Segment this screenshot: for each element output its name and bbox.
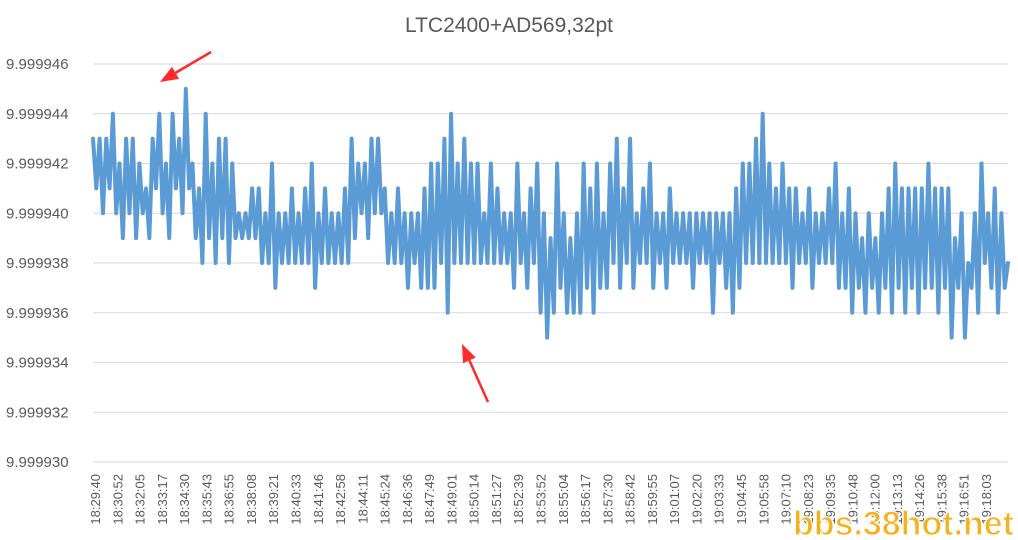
y-tick-label: 9.999938 [6,255,69,272]
x-tick-label: 18:41:46 [311,474,326,525]
y-tick-label: 9.999930 [6,454,69,471]
x-tick-label: 18:38:08 [244,474,259,525]
x-tick-label: 18:59:55 [645,474,660,525]
x-tick-label: 18:44:11 [355,474,370,524]
y-tick-label: 9.999942 [6,156,69,173]
x-tick-label: 19:18:03 [979,474,994,525]
x-tick-label: 18:33:17 [155,474,170,525]
x-tick-label: 18:49:01 [444,474,459,525]
y-tick-label: 9.999932 [6,404,69,421]
x-tick-label: 18:32:05 [133,474,148,525]
watermark: bbs.38hot.net [793,505,1014,540]
x-tick-label: 19:04:45 [734,474,749,525]
trough-arrow [462,344,490,403]
x-tick-label: 19:10:48 [845,474,860,525]
x-tick-label: 18:58:42 [623,474,638,525]
x-tick-label: 18:53:52 [534,474,549,525]
x-tick-label: 18:42:58 [333,474,348,525]
series-line [91,86,1010,340]
x-tick-label: 19:14:26 [912,474,927,525]
peak-arrow [160,50,212,82]
y-tick-label: 9.999946 [6,56,69,73]
x-tick-label: 19:16:51 [957,474,972,525]
annotation-arrows [160,50,490,403]
x-tick-label: 19:13:13 [890,474,905,525]
x-tick-label: 18:56:17 [578,474,593,525]
x-tick-label: 18:29:40 [88,474,103,525]
x-tick-label: 18:35:43 [199,474,214,525]
x-tick-label: 19:01:07 [667,474,682,525]
x-tick-label: 18:50:14 [467,474,482,525]
x-tick-label: 19:05:58 [756,474,771,525]
x-tick-label: 18:52:39 [511,474,526,525]
chart-title: LTC2400+AD569,32pt [405,14,613,37]
x-tick-label: 18:47:49 [422,474,437,525]
x-tick-label: 18:40:33 [288,474,303,525]
y-tick-label: 9.999940 [6,205,69,222]
y-tick-label: 9.999934 [6,355,69,372]
x-tick-label: 19:08:23 [801,474,816,525]
x-tick-label: 19:09:35 [823,474,838,525]
x-tick-label: 19:07:10 [779,474,794,525]
y-tick-label: 9.999936 [6,305,69,322]
series-layer [91,86,1010,340]
x-tick-label: 19:03:33 [712,474,727,525]
x-tick-label: 18:30:52 [110,474,125,525]
x-tick-label: 18:57:30 [600,474,615,525]
x-tick-label: 18:46:36 [400,474,415,525]
x-tick-label: 18:39:21 [266,474,281,525]
x-tick-label: 19:12:00 [868,474,883,525]
x-tick-label: 18:45:24 [378,474,393,525]
x-tick-label: 18:36:55 [222,474,237,525]
x-tick-label: 18:55:04 [556,474,571,525]
x-tick-label: 18:51:27 [489,474,504,525]
y-axis-ticks: 9.999930 9.999932 9.999934 9.999936 9.999938… [6,56,69,471]
x-axis-ticks: 18:29:40 18:30:52 18:32:05 18:33:17 18:34:30… [88,474,994,525]
y-tick-label: 9.999944 [6,106,69,123]
x-tick-label: 19:02:20 [689,474,704,525]
x-tick-label: 19:15:38 [934,474,949,525]
x-tick-label: 18:34:30 [177,474,192,525]
